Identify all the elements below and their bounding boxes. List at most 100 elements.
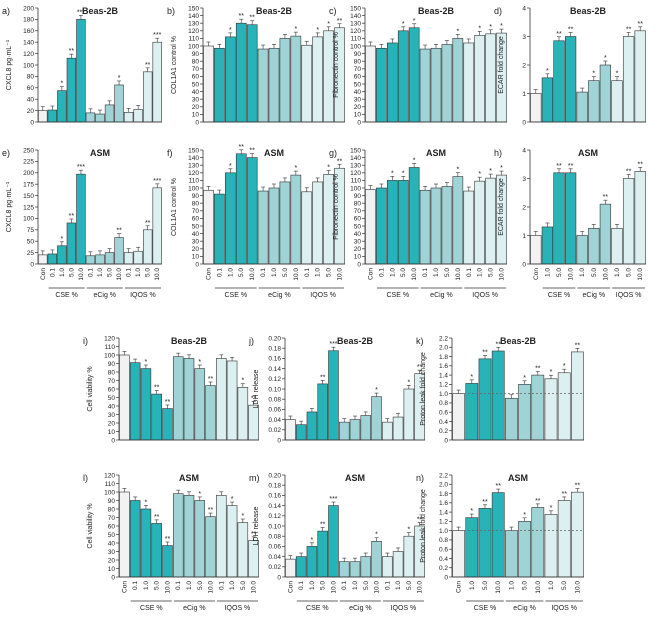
y-tick-label: 60 xyxy=(192,216,200,223)
y-tick-label: 50 xyxy=(192,223,200,230)
x-tick-label: Con xyxy=(287,581,294,593)
significance-marker: ** xyxy=(575,342,581,349)
y-tick-label: 120 xyxy=(350,28,361,35)
y-axis-label: LDH release xyxy=(253,506,260,545)
bar-11 xyxy=(237,522,249,578)
significance-marker: ** xyxy=(568,163,574,170)
y-tick-label: 70 xyxy=(192,208,200,215)
panel-label: i) xyxy=(83,336,88,346)
chart-title: Beas-2B xyxy=(418,6,455,16)
y-tick-label: 1.8 xyxy=(439,354,448,361)
panel-label: c) xyxy=(329,6,337,16)
bar-9 xyxy=(216,495,227,578)
bar-1 xyxy=(465,383,479,441)
panel-label: e) xyxy=(2,148,10,158)
significance-marker: * xyxy=(145,499,148,506)
y-tick-label: 0.4 xyxy=(439,419,448,426)
significance-marker: ** xyxy=(626,27,632,34)
x-tick-label: 1.0 xyxy=(614,268,621,277)
y-tick-label: 0.14 xyxy=(268,503,281,510)
bar-5 xyxy=(419,48,431,123)
x-tick-label: 1.0 xyxy=(548,581,555,590)
y-tick-label: 1.4 xyxy=(439,509,448,516)
bar-8 xyxy=(371,540,382,578)
bar-0 xyxy=(365,189,376,265)
bar-0 xyxy=(285,419,296,441)
y-tick-label: 40 xyxy=(108,540,116,547)
bar-1 xyxy=(129,362,141,441)
x-tick-label: 0.1 xyxy=(298,581,305,590)
bar-1 xyxy=(376,187,387,265)
bar-2 xyxy=(57,245,67,265)
group-label: CSE % xyxy=(386,292,409,299)
significance-marker: ** xyxy=(69,48,75,55)
bar-6 xyxy=(349,419,361,441)
y-tick-label: 30 xyxy=(108,549,116,556)
significance-marker: ** xyxy=(208,507,214,514)
x-tick-label: 10.0 xyxy=(154,268,161,281)
significance-marker: ** xyxy=(320,522,326,529)
x-tick-label: Con xyxy=(456,581,463,593)
significance-marker: ** xyxy=(208,376,214,383)
significance-marker: ** xyxy=(626,169,632,176)
bar-4 xyxy=(576,235,588,265)
bar-2 xyxy=(140,508,152,578)
bar-1 xyxy=(47,253,57,265)
panel-label: g) xyxy=(329,148,337,158)
bar-9 xyxy=(216,358,227,441)
y-tick-label: 0.08 xyxy=(268,534,281,541)
group-label: IQOS % xyxy=(391,605,417,612)
y-tick-label: 20 xyxy=(354,104,362,111)
bar-6 xyxy=(599,64,612,123)
x-tick-label: 1.0 xyxy=(469,581,476,590)
bar-2 xyxy=(553,172,565,265)
x-tick-label: 1.0 xyxy=(544,268,551,277)
group-label: CSE % xyxy=(306,605,329,612)
y-tick-label: 40 xyxy=(192,231,200,238)
y-tick-label: 60 xyxy=(108,386,116,393)
x-tick-label: 5.0 xyxy=(68,268,75,277)
y-axis-label: Proton leak fold change xyxy=(420,489,427,563)
bar-6 xyxy=(599,203,612,265)
y-tick-label: 10 xyxy=(354,254,362,261)
significance-marker: * xyxy=(60,81,63,88)
y-tick-label: 90 xyxy=(192,193,200,200)
bar-3 xyxy=(397,30,409,123)
group-label: eCig % xyxy=(583,292,606,299)
bar-10 xyxy=(474,35,486,123)
bar-2 xyxy=(386,42,398,123)
significance-marker: * xyxy=(592,71,595,78)
y-tick-label: 0 xyxy=(111,437,115,444)
x-tick-label: 1.0 xyxy=(143,581,150,590)
group-label: eCig % xyxy=(93,292,116,299)
significance-marker: * xyxy=(60,236,63,243)
bar-8 xyxy=(452,176,464,265)
y-tick-label: 100 xyxy=(104,352,115,359)
y-tick-label: 110 xyxy=(105,344,116,351)
bar-9 xyxy=(123,252,134,265)
significance-marker: * xyxy=(229,163,232,170)
y-tick-label: 0 xyxy=(444,574,448,581)
group-label: eCig % xyxy=(513,605,536,612)
significance-marker: * xyxy=(470,374,473,381)
bar-12 xyxy=(152,41,162,123)
chart-panel-a: a) Beas-2B 0 20 40 60 80 100 120 140 160 180 200 CXCL… xyxy=(2,5,162,126)
y-tick-label: 120 xyxy=(104,472,115,479)
bar-6 xyxy=(95,254,105,265)
panel-label: h) xyxy=(494,148,502,158)
bar-6 xyxy=(268,47,280,123)
x-tick-label: 10.0 xyxy=(208,581,215,594)
y-tick-label: 0.4 xyxy=(439,556,448,563)
y-tick-label: 50 xyxy=(27,239,35,246)
bar-7 xyxy=(194,500,206,578)
x-tick-label: 5.0 xyxy=(238,268,245,277)
y-tick-label: 20 xyxy=(354,246,362,253)
significance-marker: ** xyxy=(145,220,151,227)
y-tick-label: 110 xyxy=(351,36,362,43)
y-tick-label: 70 xyxy=(354,66,362,73)
bar-1 xyxy=(465,517,479,578)
bar-4 xyxy=(328,350,339,441)
x-tick-label: 0.1 xyxy=(126,268,133,277)
y-tick-label: 0 xyxy=(195,119,199,126)
x-tick-label: 5.0 xyxy=(488,268,495,277)
